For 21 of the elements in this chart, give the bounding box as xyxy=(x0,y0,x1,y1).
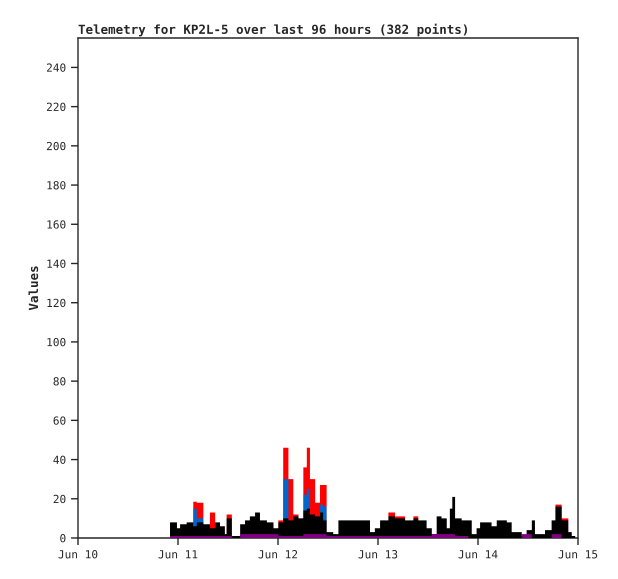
x-tick-label: Jun 14 xyxy=(458,550,498,558)
y-tick-label: 100 xyxy=(47,338,66,346)
y-axis-title: Values xyxy=(28,266,38,310)
y-tick-label: 60 xyxy=(54,416,66,425)
y-tick-label: 40 xyxy=(53,456,66,464)
x-tick-label: Jun 10 xyxy=(58,550,98,558)
x-tick-label: Jun 12 xyxy=(258,550,298,558)
y-tick-label: 240 xyxy=(46,63,66,72)
y-tick-label: 120 xyxy=(47,298,66,308)
y-tick-label: 200 xyxy=(46,142,66,150)
y-tick-label: 0 xyxy=(60,534,66,542)
y-tick-label: 20 xyxy=(54,494,66,504)
y-tick-label: 220 xyxy=(46,102,66,112)
x-tick-label: Jun 13 xyxy=(358,550,398,558)
y-tick-label: 80 xyxy=(54,377,66,386)
y-tick-label: 180 xyxy=(47,181,66,190)
y-tick-label: 160 xyxy=(47,220,66,229)
chart-title: Telemetry for KP2L-5 over last 96 hours (382 points) xyxy=(78,24,467,36)
x-tick-label: Jun 15 xyxy=(558,550,598,558)
x-tick-label: Jun 11 xyxy=(158,550,198,558)
y-tick-label: 140 xyxy=(47,259,66,268)
